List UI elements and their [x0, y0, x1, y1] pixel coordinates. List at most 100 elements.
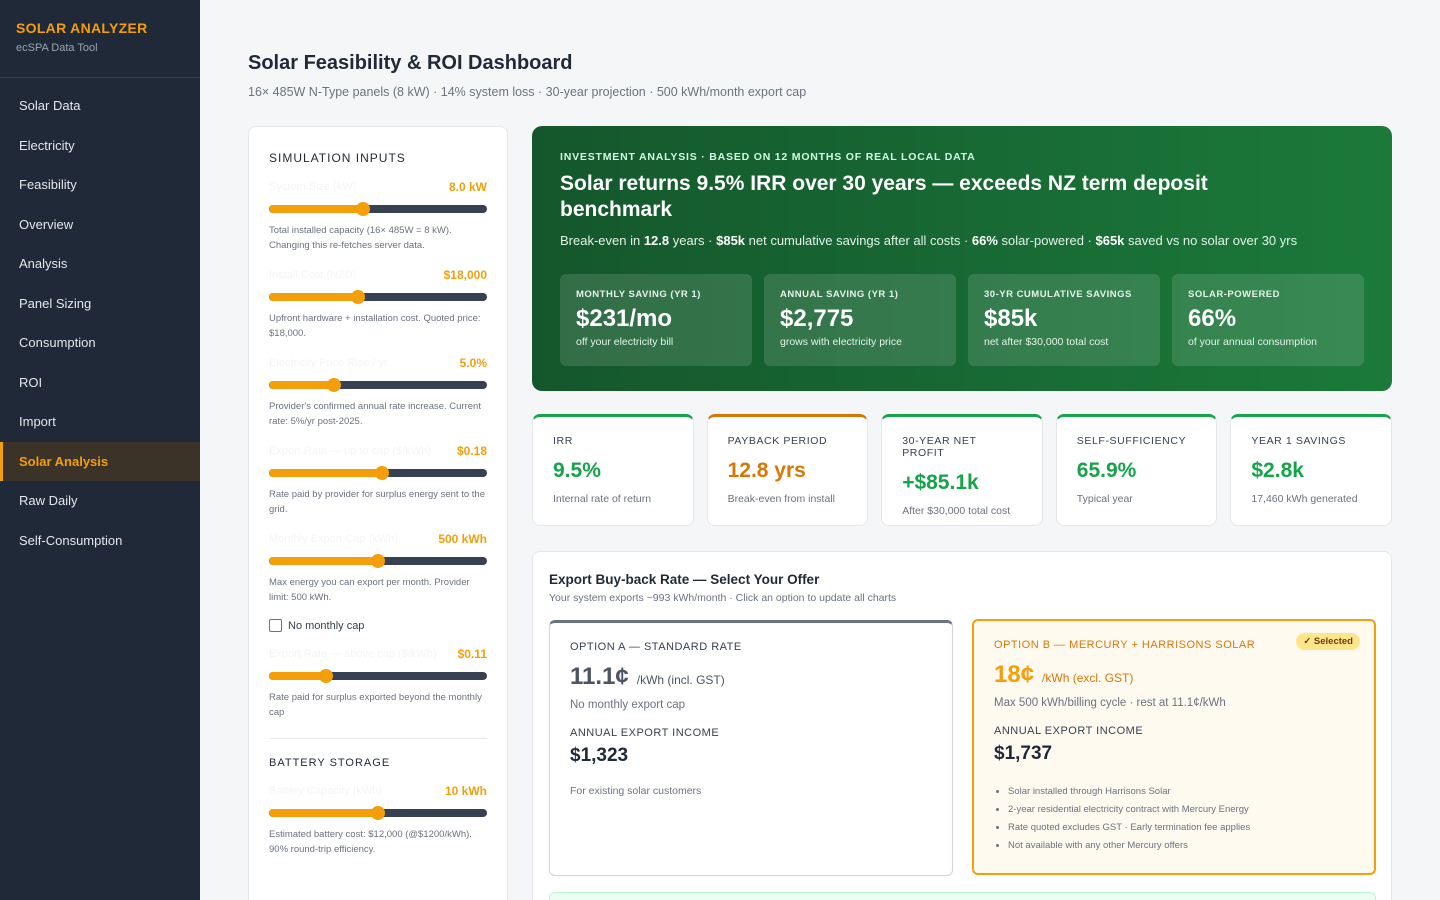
sidebar-item-electricity[interactable]: Electricity [19, 137, 75, 153]
hero-card-label: 30-YR CUMULATIVE SAVINGS [984, 289, 1132, 300]
slider-thumb[interactable] [355, 202, 370, 216]
export-rate-cap-field: Export Rate — up to cap ($/kWh) $0.18 Ra… [269, 443, 487, 517]
brand-title: SOLAR ANALYZER [16, 20, 148, 36]
install-cost-slider[interactable] [269, 290, 487, 304]
option-rate: 11.1¢ /kWh (incl. GST) [570, 663, 932, 691]
sidebar: SOLAR ANALYZER ecSPA Data Tool Solar Dat… [0, 0, 200, 900]
option-eligibility: For existing solar customers [570, 785, 702, 797]
hero-card-annual-saving: ANNUAL SAVING (YR 1) $2,775 grows with e… [764, 274, 956, 366]
field-value: 8.0 kW [448, 180, 487, 194]
kpi-row: IRR 9.5% Internal rate of return PAYBACK… [532, 414, 1392, 526]
simulation-inputs-panel: SIMULATION INPUTS System Size (kW) 8.0 k… [248, 126, 508, 900]
hero-card-cumulative-savings: 30-YR CUMULATIVE SAVINGS $85k net after … [968, 274, 1160, 366]
export-rate-cap-slider[interactable] [269, 466, 487, 480]
kpi-label: 30-YEAR NET PROFIT [902, 435, 977, 459]
hero-summary: Break-even in 12.8 years · $85k net cumu… [560, 233, 1364, 248]
summary-text: saved vs no solar over 30 yrs [1124, 233, 1298, 248]
kpi-sub: Internal rate of return [553, 493, 652, 505]
hero-card-value: $2,775 [780, 305, 854, 332]
slider-fill [269, 557, 378, 565]
kpi-self-sufficiency: SELF-SUFFICIENCY 65.9% Typical year [1055, 414, 1218, 526]
hero-card-label: ANNUAL SAVING (YR 1) [780, 289, 899, 300]
hero-title: Solar returns 9.5% IRR over 30 years — e… [560, 172, 1208, 221]
no-cap-checkbox-row[interactable]: No monthly cap [269, 619, 487, 632]
divider [269, 738, 487, 739]
option-label: OPTION B — MERCURY + HARRISONS SOLAR [994, 639, 1256, 651]
list-item: Rate quoted excludes GST · Early termina… [1008, 819, 1354, 837]
slider-thumb[interactable] [371, 806, 385, 820]
field-help: Max energy you can export per month. Pro… [269, 577, 470, 603]
hero-card-sub: of your annual consumption [1188, 336, 1317, 348]
no-cap-checkbox[interactable] [269, 619, 282, 632]
sidebar-item-import[interactable]: Import [19, 414, 56, 430]
sidebar-item-roi[interactable]: ROI [19, 374, 43, 390]
field-value: 10 kWh [444, 784, 487, 798]
investment-hero: INVESTMENT ANALYSIS · BASED ON 12 MONTHS… [532, 126, 1392, 391]
summary-text: years · [669, 233, 717, 248]
inputs-title: SIMULATION INPUTS [269, 151, 406, 165]
kpi-year1-savings: YEAR 1 SAVINGS $2.8k 17,460 kWh generate… [1230, 414, 1392, 526]
field-help: Rate paid by provider for surplus energy… [269, 489, 485, 515]
battery-capacity-slider[interactable] [269, 806, 487, 820]
option-a-card[interactable]: OPTION A — STANDARD RATE 11.1¢ /kWh (inc… [549, 620, 953, 876]
hero-card-sub: off your electricity bill [576, 336, 674, 348]
slider-thumb[interactable] [327, 378, 342, 392]
option-rate-value: 18¢ [994, 661, 1035, 688]
list-item: Not available with any other Mercury off… [1008, 837, 1354, 855]
sidebar-item-panel-sizing[interactable]: Panel Sizing [19, 295, 92, 311]
kpi-net-profit: 30-YEAR NET PROFIT +$85.1k After $30,000… [881, 414, 1043, 526]
page-subtitle: 16× 485W N-Type panels (8 kW) · 14% syst… [248, 85, 807, 99]
system-size-slider[interactable] [269, 202, 487, 216]
field-value: $0.18 [456, 444, 487, 458]
export-title: Export Buy-back Rate — Select Your Offer [549, 572, 820, 587]
export-cap-slider[interactable] [269, 554, 487, 568]
slider-fill [269, 672, 326, 680]
slider-thumb[interactable] [318, 669, 333, 683]
battery-title: BATTERY STORAGE [269, 757, 391, 769]
slider-thumb[interactable] [371, 554, 385, 568]
hero-kicker: INVESTMENT ANALYSIS · BASED ON 12 MONTHS… [560, 151, 976, 163]
no-cap-label: No monthly cap [288, 619, 365, 632]
sidebar-item-raw-daily[interactable]: Raw Daily [19, 493, 78, 509]
hero-card-label: MONTHLY SAVING (YR 1) [576, 289, 701, 300]
price-rise-field: Electricity Price Rise / yr 5.0% Provide… [269, 355, 487, 429]
list-item: 2-year residential electricity contract … [1008, 801, 1354, 819]
kpi-sub: Break-even from install [727, 493, 835, 505]
sidebar-item-solar-data[interactable]: Solar Data [19, 98, 81, 114]
brand-subtitle: ecSPA Data Tool [16, 42, 98, 54]
sidebar-item-consumption[interactable]: Consumption [19, 335, 96, 351]
kpi-label: PAYBACK PERIOD [727, 435, 828, 447]
field-label: Export Rate — up to cap ($/kWh) [269, 445, 432, 457]
kpi-label: SELF-SUFFICIENCY [1076, 435, 1187, 447]
option-income-label: ANNUAL EXPORT INCOME [994, 725, 1144, 737]
kpi-sub: 17,460 kWh generated [1251, 493, 1358, 505]
summary-value: 66% [971, 233, 998, 248]
field-label: Monthly Export Cap (kWh) [269, 533, 398, 545]
option-note: No monthly export cap [570, 699, 686, 711]
sidebar-item-feasibility[interactable]: Feasibility [19, 177, 77, 193]
field-label: System Size (kW) [269, 181, 357, 193]
slider-thumb[interactable] [375, 466, 390, 480]
option-b-card[interactable]: ✓ Selected OPTION B — MERCURY + HARRISON… [972, 619, 1376, 875]
slider-thumb[interactable] [351, 290, 366, 304]
option-income-label: ANNUAL EXPORT INCOME [570, 727, 720, 739]
export-rate-section: Export Buy-back Rate — Select Your Offer… [532, 551, 1392, 900]
export-rate-above-cap-slider[interactable] [269, 669, 487, 683]
field-label: Install Cost (NZD) [269, 269, 357, 281]
sidebar-item-analysis[interactable]: Analysis [19, 256, 68, 272]
option-terms-list: Solar installed through Harrisons Solar … [994, 783, 1354, 855]
export-cap-field: Monthly Export Cap (kWh) 500 kWh Max ene… [269, 531, 487, 632]
field-label: Export Rate — above cap ($/kWh) [269, 648, 437, 660]
sidebar-item-self-consumption[interactable]: Self-Consumption [19, 532, 123, 548]
selected-badge: ✓ Selected [1296, 633, 1360, 650]
slider-fill [269, 469, 383, 477]
sidebar-item-solar-analysis[interactable]: Solar Analysis [0, 441, 200, 481]
sidebar-item-overview[interactable]: Overview [19, 216, 74, 232]
kpi-sub: Typical year [1076, 493, 1133, 505]
field-help: Rate paid for surplus exported beyond th… [269, 692, 482, 718]
page-title: Solar Feasibility & ROI Dashboard [248, 52, 573, 74]
install-cost-field: Install Cost (NZD) $18,000 Upfront hardw… [269, 267, 487, 341]
kpi-value: 12.8 yrs [727, 459, 806, 482]
kpi-value: 9.5% [553, 459, 601, 482]
price-rise-slider[interactable] [269, 378, 487, 392]
